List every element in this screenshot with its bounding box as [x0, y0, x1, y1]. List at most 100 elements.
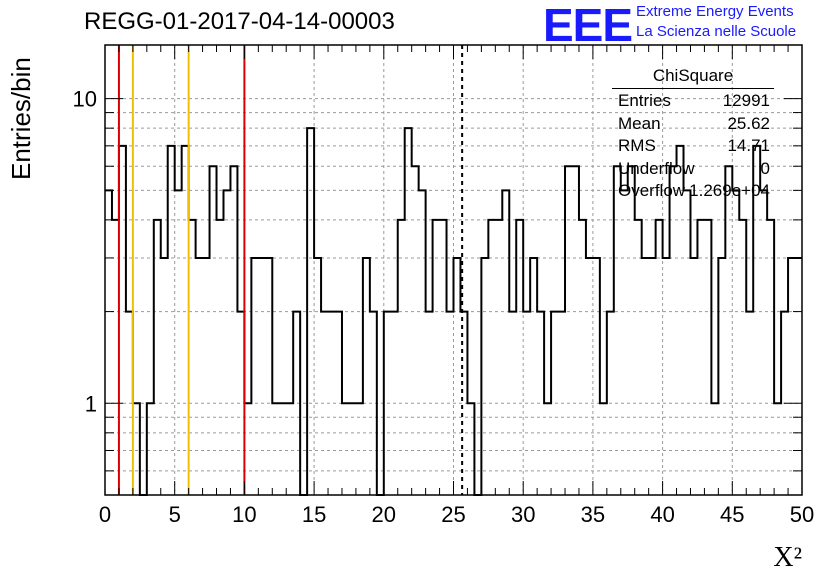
y-tick-label: 1 — [85, 391, 97, 416]
histogram-bin — [237, 312, 244, 495]
stats-row: Mean 25.62 — [612, 114, 774, 137]
histogram-bin — [126, 312, 133, 495]
histogram-bin — [600, 403, 607, 495]
x-tick-label: 5 — [169, 502, 181, 527]
histogram-bin — [412, 166, 419, 495]
histogram-bin — [175, 190, 182, 495]
histogram-bin — [314, 258, 321, 495]
histogram-bin — [426, 312, 433, 495]
histogram-bin — [711, 403, 718, 495]
y-tick-label: 10 — [73, 87, 97, 112]
stats-value: 25.62 — [727, 113, 770, 133]
histogram-bin — [516, 220, 523, 495]
histogram-bin — [607, 312, 614, 495]
stats-row: Overflow 1.269e+04 — [612, 181, 774, 204]
histogram-bin — [349, 403, 356, 495]
histogram-bin — [161, 258, 168, 495]
histogram-bin — [537, 312, 544, 495]
stats-value: 0 — [760, 158, 770, 178]
histogram-bin — [642, 258, 649, 495]
histogram-bin — [614, 166, 621, 495]
stats-row: RMS 14.71 — [612, 136, 774, 159]
stats-label: Entries — [618, 91, 671, 110]
histogram-bin — [370, 312, 377, 495]
histogram-bin — [182, 146, 189, 495]
x-tick-label: 20 — [372, 502, 396, 527]
histogram-bin — [230, 166, 237, 495]
histogram-bin — [405, 128, 412, 495]
histogram-bin — [447, 312, 454, 495]
histogram-bin — [112, 220, 119, 495]
histogram-bin — [398, 220, 405, 495]
histogram-bin — [223, 190, 230, 495]
histogram-bin — [704, 220, 711, 495]
x-axis-label: X² — [773, 542, 802, 572]
histogram-bin — [391, 312, 398, 495]
histogram-bin — [147, 403, 154, 495]
histogram-bin — [774, 403, 781, 495]
histogram-bin — [788, 258, 795, 495]
histogram-bin — [433, 220, 440, 495]
x-tick-label: 40 — [650, 502, 674, 527]
x-tick-label: 25 — [441, 502, 465, 527]
histogram-bin — [481, 258, 488, 495]
histogram-bin — [502, 190, 509, 495]
histogram-bin — [670, 166, 677, 495]
histogram-bin — [725, 166, 732, 495]
histogram-bin — [649, 258, 656, 495]
stats-value: 1.269e+04 — [689, 181, 770, 200]
org-line-2: La Scienza nelle Scuole — [636, 23, 797, 40]
histogram-bin — [384, 312, 391, 495]
stats-label: Overflow — [618, 181, 686, 200]
stats-value: 14.71 — [727, 136, 770, 155]
histogram-bin — [272, 403, 279, 495]
histogram-bin — [467, 403, 474, 495]
histogram-bin — [579, 220, 586, 495]
stats-label: Mean — [618, 113, 661, 133]
x-tick-label: 45 — [720, 502, 744, 527]
histogram-bin — [558, 312, 565, 495]
stats-value: 12991 — [722, 91, 770, 110]
histogram-bin — [168, 146, 175, 495]
histogram-bin — [454, 258, 461, 495]
histogram-bin — [307, 128, 314, 495]
histogram-bin — [286, 403, 293, 495]
histogram-bin — [258, 258, 265, 495]
histogram-bin — [105, 190, 112, 495]
histogram-bin — [530, 258, 537, 495]
histogram-bin — [119, 146, 126, 495]
y-axis-label-box: Entries/bin — [2, 40, 42, 190]
chart-title: REGG-01-2017-04-14-00003 — [84, 8, 395, 35]
histogram-bin — [767, 220, 774, 495]
histogram-bin — [154, 220, 161, 495]
y-axis-label: Entries/bin — [6, 57, 36, 180]
histogram-bin — [265, 258, 272, 495]
x-tick-label: 15 — [302, 502, 326, 527]
x-tick-label: 0 — [99, 502, 111, 527]
x-tick-label: 35 — [581, 502, 605, 527]
x-tick-label: 50 — [790, 502, 814, 527]
histogram-bin — [635, 220, 642, 495]
org-line-1: Extreme Energy Events — [636, 3, 794, 20]
histogram-bin — [244, 403, 251, 495]
histogram-bin — [217, 220, 224, 495]
histogram-bin — [363, 258, 370, 495]
stats-box: ChiSquare Entries 12991 Mean 25.62 RMS 1… — [612, 66, 774, 204]
histogram-bin — [718, 258, 725, 495]
stats-title: ChiSquare — [612, 66, 774, 89]
x-tick-label: 30 — [511, 502, 535, 527]
histogram-bin — [690, 258, 697, 495]
histogram-bin — [544, 403, 551, 495]
histogram-bin — [593, 258, 600, 495]
stats-row: Underflow 0 — [612, 159, 774, 182]
histogram-bin — [133, 403, 140, 495]
histogram-bin — [321, 312, 328, 495]
histogram-bin — [732, 190, 739, 495]
histogram-bin — [342, 403, 349, 495]
histogram-bin — [495, 220, 502, 495]
stats-label: Underflow — [618, 158, 695, 178]
histogram-bin — [210, 166, 217, 495]
histogram-bin — [684, 190, 691, 495]
histogram-bin — [279, 403, 286, 495]
